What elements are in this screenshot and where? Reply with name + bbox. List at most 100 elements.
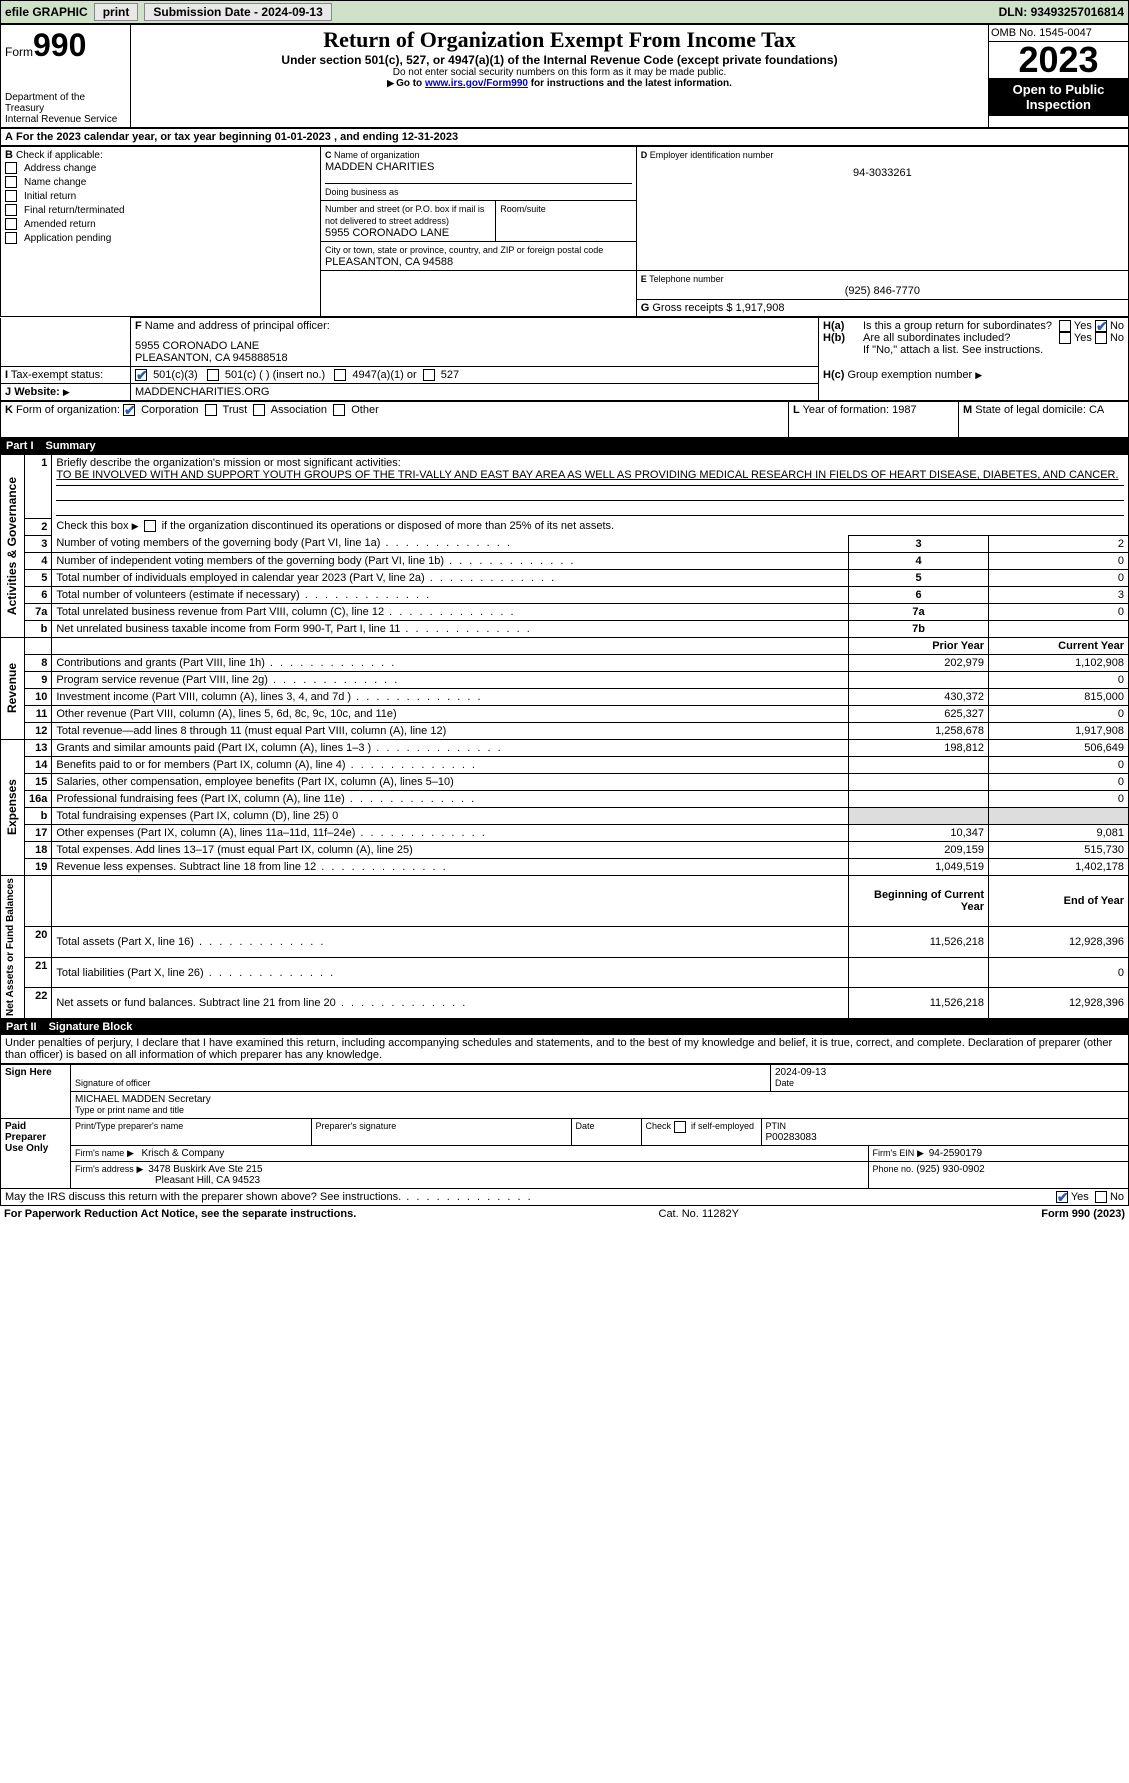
arrow-icon <box>127 1148 136 1159</box>
b-name: Name change <box>24 177 86 188</box>
cb-final-return[interactable] <box>5 204 17 216</box>
address-block: Number and street (or P.O. box if mail i… <box>321 201 636 270</box>
side-revenue: Revenue <box>5 663 19 713</box>
cb-hb-no[interactable] <box>1095 332 1107 344</box>
cb-4947[interactable] <box>334 369 346 381</box>
form-header: Form990 Department of the Treasury Inter… <box>0 24 1129 128</box>
officer-addr2: PLEASANTON, CA 945888518 <box>135 352 814 364</box>
cb-self-employed[interactable] <box>674 1121 686 1133</box>
ln-18: 18 <box>25 841 52 858</box>
k-assoc: Association <box>271 404 327 416</box>
label-c: C <box>325 150 332 160</box>
b22: 11,526,218 <box>849 988 989 1018</box>
cb-pending[interactable] <box>5 232 17 244</box>
label-i: I <box>5 369 8 381</box>
cb-501c3[interactable] <box>135 369 147 381</box>
state-domicile: CA <box>1089 404 1104 416</box>
signature-block: Sign Here Signature of officer 2024-09-1… <box>0 1064 1129 1189</box>
cb-discuss-yes[interactable] <box>1056 1191 1068 1203</box>
c14: 0 <box>989 756 1129 773</box>
a-begin: 01-01-2023 <box>275 131 331 143</box>
ptin: P00283083 <box>766 1132 817 1143</box>
part1-num: Part I <box>6 440 34 452</box>
p16b-shaded <box>849 807 989 824</box>
l3-text: Number of voting members of the governin… <box>56 537 380 549</box>
cb-hb-yes[interactable] <box>1059 332 1071 344</box>
cb-trust[interactable] <box>205 404 217 416</box>
c13: 506,649 <box>989 739 1129 756</box>
cb-address-change[interactable] <box>5 162 17 174</box>
discuss-no: No <box>1110 1191 1124 1203</box>
val-6: 3 <box>989 586 1129 603</box>
c16a: 0 <box>989 790 1129 807</box>
cb-501c[interactable] <box>207 369 219 381</box>
label-g: G <box>641 302 650 314</box>
ln-9: 9 <box>25 671 52 688</box>
cb-ha-no[interactable] <box>1095 320 1107 332</box>
l16a: Professional fundraising fees (Part IX, … <box>56 793 344 805</box>
ln-17: 17 <box>25 824 52 841</box>
ln-21: 21 <box>25 957 52 987</box>
c-addr-label: Number and street (or P.O. box if mail i… <box>325 204 484 226</box>
ln-3: 3 <box>25 535 52 552</box>
cb-association[interactable] <box>253 404 265 416</box>
dept-treasury: Department of the Treasury <box>5 92 126 114</box>
submission-label: Submission Date - <box>153 5 261 19</box>
goto-pre: Go to <box>396 78 425 89</box>
prep-name-label: Print/Type preparer's name <box>75 1121 183 1131</box>
part1-title: Summary <box>46 440 96 452</box>
print-button[interactable]: print <box>94 3 139 21</box>
irs-link[interactable]: www.irs.gov/Form990 <box>425 78 528 89</box>
p9 <box>849 671 989 688</box>
gross-receipts: 1,917,908 <box>736 302 785 314</box>
street-address: 5955 CORONADO LANE <box>325 227 449 239</box>
l9: Program service revenue (Part VIII, line… <box>56 674 268 686</box>
l4-text: Number of independent voting members of … <box>56 555 444 567</box>
date-label: Date <box>775 1078 794 1088</box>
cb-other[interactable] <box>333 404 345 416</box>
p10: 430,372 <box>849 688 989 705</box>
dln-value: 93493257016814 <box>1031 5 1124 19</box>
cb-corporation[interactable] <box>123 404 135 416</box>
l-label: Year of formation: <box>803 404 892 416</box>
cb-527[interactable] <box>423 369 435 381</box>
summary-table: Activities & Governance 1 Briefly descri… <box>0 454 1129 1019</box>
part2-num: Part II <box>6 1021 37 1033</box>
part2-title: Signature Block <box>49 1021 133 1033</box>
cb-discontinued[interactable] <box>144 520 156 532</box>
b21 <box>849 957 989 987</box>
label-f: F <box>135 320 142 332</box>
p16a <box>849 790 989 807</box>
i-527: 527 <box>441 369 459 381</box>
hdr-curr: Current Year <box>989 637 1129 654</box>
phone-label: Phone no. <box>873 1164 914 1174</box>
ln-8: 8 <box>25 654 52 671</box>
ln-11: 11 <box>25 705 52 722</box>
val-7a: 0 <box>989 603 1129 620</box>
l7b-text: Net unrelated business taxable income fr… <box>56 623 400 635</box>
arrow-icon <box>63 386 72 398</box>
cb-name-change[interactable] <box>5 176 17 188</box>
i-501c3: 501(c)(3) <box>153 369 198 381</box>
org-info-block: B Check if applicable: Address change Na… <box>0 146 1129 317</box>
k-label: Form of organization: <box>16 404 120 416</box>
firm-ein: 94-2590179 <box>929 1148 982 1159</box>
hb-label: Are all subordinates included? <box>863 332 1059 344</box>
val-4: 0 <box>989 552 1129 569</box>
f-h-block: F Name and address of principal officer:… <box>0 317 1129 401</box>
l17: Other expenses (Part IX, column (A), lin… <box>56 827 355 839</box>
c-dba-label: Doing business as <box>325 187 399 197</box>
cb-amended[interactable] <box>5 218 17 230</box>
form-subtitle-3: Go to www.irs.gov/Form990 for instructio… <box>135 78 984 89</box>
topbar: efile GRAPHIC print Submission Date - 20… <box>0 0 1129 24</box>
cb-discuss-no[interactable] <box>1095 1191 1107 1203</box>
hdr-prior: Prior Year <box>849 637 989 654</box>
submission-date: Submission Date - 2024-09-13 <box>144 3 331 21</box>
l20: Total assets (Part X, line 16) <box>56 936 194 948</box>
cb-initial-return[interactable] <box>5 190 17 202</box>
label-ha: H(a) <box>823 320 844 332</box>
discuss-yes: Yes <box>1071 1191 1089 1203</box>
org-name: MADDEN CHARITIES <box>325 161 434 173</box>
e22: 12,928,396 <box>989 988 1129 1018</box>
cb-ha-yes[interactable] <box>1059 320 1071 332</box>
